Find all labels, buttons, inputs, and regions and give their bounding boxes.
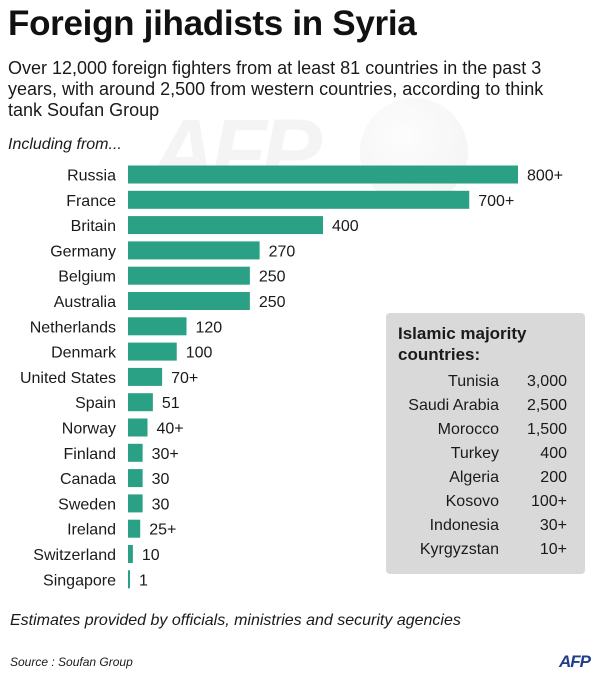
category-label: Spain	[75, 395, 116, 412]
islamic-country-name: Indonesia	[429, 517, 499, 534]
islamic-box-row: Kosovo 100+	[386, 493, 585, 517]
islamic-country-value: 2,500	[526, 397, 567, 414]
value-label: 400	[332, 218, 359, 235]
category-label: Switzerland	[33, 547, 116, 564]
bar-france	[128, 190, 470, 209]
value-label: 250	[259, 294, 286, 311]
islamic-country-name: Kyrgyzstan	[419, 541, 499, 558]
category-label: Denmark	[51, 345, 117, 362]
category-label: Finland	[64, 446, 116, 463]
category-label: Netherlands	[30, 319, 116, 336]
value-label: 700+	[478, 193, 514, 210]
islamic-country-value: 100+	[530, 493, 567, 510]
value-label: 25+	[149, 522, 176, 539]
islamic-box-row: Saudi Arabia 2,500	[386, 397, 585, 421]
islamic-country-value: 10+	[539, 541, 567, 558]
value-label: 40+	[157, 421, 184, 438]
bar-sweden	[128, 494, 143, 513]
bar-germany	[128, 241, 260, 260]
category-label: Sweden	[58, 496, 116, 513]
value-label: 70+	[171, 370, 198, 387]
islamic-country-value: 200	[540, 469, 567, 486]
value-label: 10	[142, 547, 160, 564]
islamic-box-row: Algeria 200	[386, 469, 585, 493]
category-label: Russia	[67, 168, 116, 185]
bar-norway	[128, 418, 148, 437]
globe-watermark-icon	[360, 98, 468, 206]
category-label: France	[66, 193, 116, 210]
bar-spain	[128, 393, 153, 412]
afp-logo: AFP	[559, 652, 591, 671]
value-label: 800+	[527, 168, 563, 185]
category-label: Canada	[60, 471, 116, 488]
category-label: Britain	[71, 218, 116, 235]
value-label: 250	[259, 269, 286, 286]
category-label: Norway	[62, 421, 116, 438]
value-label: 51	[162, 395, 180, 412]
category-label: Ireland	[67, 522, 116, 539]
category-label: United States	[20, 370, 116, 387]
value-label: 270	[269, 243, 296, 260]
bar-canada	[128, 469, 143, 488]
islamic-country-name: Algeria	[449, 469, 499, 486]
islamic-box-row: Tunisia 3,000	[386, 373, 585, 397]
bar-australia	[128, 292, 250, 310]
bar-united-states	[128, 367, 163, 386]
value-label: 1	[139, 572, 148, 589]
islamic-box-row: Morocco 1,500	[386, 421, 585, 445]
bar-netherlands	[128, 317, 187, 336]
islamic-country-value: 1,500	[526, 421, 567, 438]
islamic-box-title: Islamic majority countries:	[398, 324, 527, 364]
bar-finland	[128, 443, 143, 462]
category-label: Germany	[50, 243, 116, 260]
islamic-country-name: Saudi Arabia	[408, 397, 499, 414]
bar-ireland	[128, 519, 141, 538]
value-label: 120	[196, 319, 223, 336]
bar-chart: Russia 800+ France 700+ Britain 400 Germany 270…	[20, 165, 563, 589]
islamic-country-name: Tunisia	[448, 373, 499, 390]
category-label: Australia	[54, 294, 116, 311]
islamic-country-value: 3,000	[526, 373, 567, 390]
islamic-box-row: Indonesia 30+	[386, 517, 585, 541]
chart-subtitle: Over 12,000 foreign fighters from at lea…	[8, 58, 544, 120]
afp-watermark: AFP	[150, 101, 322, 203]
bar-switzerland	[128, 545, 133, 563]
value-label: 30	[152, 496, 170, 513]
bar-belgium	[128, 266, 250, 285]
islamic-box-row: Kyrgyzstan 10+	[386, 541, 585, 565]
islamic-box-row: Turkey 400	[386, 445, 585, 469]
category-label: Belgium	[58, 269, 116, 286]
bar-denmark	[128, 342, 177, 361]
bar-britain	[128, 216, 323, 235]
bar-russia	[128, 165, 518, 184]
chart-title: Foreign jihadists in Syria	[8, 4, 417, 43]
bar-singapore	[128, 570, 130, 589]
value-label: 30	[152, 471, 170, 488]
islamic-country-value: 30+	[539, 517, 567, 534]
value-label: 100	[186, 345, 213, 362]
footnote: Estimates provided by officials, ministr…	[10, 612, 461, 629]
value-label: 30+	[152, 446, 179, 463]
islamic-country-name: Turkey	[450, 445, 499, 462]
islamic-country-value: 400	[540, 445, 567, 462]
islamic-majority-box: Islamic majority countries: Tunisia 3,000…	[386, 313, 585, 574]
islamic-country-name: Morocco	[437, 421, 499, 438]
islamic-country-name: Kosovo	[445, 493, 499, 510]
category-label: Singapore	[43, 572, 116, 589]
source-note: Source : Soufan Group	[10, 655, 133, 669]
including-label: Including from...	[8, 136, 122, 153]
